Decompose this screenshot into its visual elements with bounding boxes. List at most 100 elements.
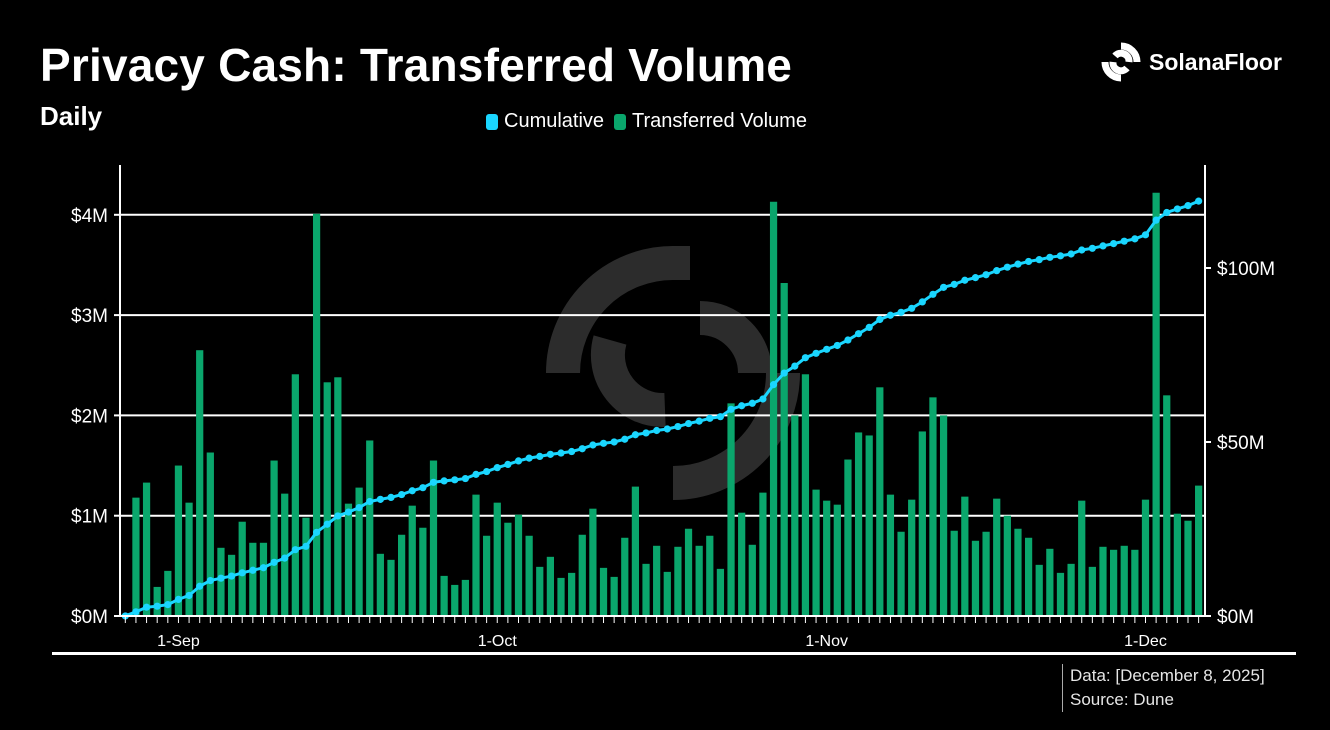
volume-bar — [132, 497, 140, 616]
cumulative-point — [621, 435, 629, 443]
cumulative-point — [982, 271, 990, 279]
volume-bar — [812, 489, 820, 616]
legend-label-cumulative: Cumulative — [504, 110, 605, 132]
cumulative-point — [1163, 208, 1171, 217]
cumulative-point — [238, 569, 246, 577]
volume-bar — [472, 494, 480, 616]
cumulative-point — [1195, 197, 1203, 205]
cumulative-point — [153, 602, 161, 610]
cumulative-point — [472, 470, 480, 478]
volume-bar — [918, 431, 926, 616]
cumulative-point — [376, 495, 384, 503]
brand-logo-text: SolanaFloor — [1149, 48, 1282, 75]
volume-bar — [1120, 545, 1128, 616]
volume-bar — [483, 535, 491, 616]
cumulative-point — [823, 345, 831, 353]
cumulative-point — [610, 438, 618, 446]
volume-bar — [1184, 520, 1192, 616]
cumulative-point — [716, 413, 725, 421]
left-axis-tick-label: $4M — [71, 206, 108, 227]
cumulative-point — [568, 447, 576, 456]
cumulative-point — [1141, 231, 1150, 239]
volume-bar — [206, 452, 214, 616]
volume-bar — [185, 502, 193, 616]
left-axis-tick-label: $1M — [71, 507, 108, 528]
cumulative-point — [748, 399, 756, 407]
cumulative-point — [1067, 250, 1075, 258]
cumulative-point — [1152, 216, 1160, 224]
cumulative-point — [993, 267, 1001, 275]
volume-bar — [270, 460, 278, 616]
right-axis-tick-label: $50M — [1217, 433, 1265, 454]
right-axis-tick-label: $0M — [1217, 607, 1254, 628]
cumulative-point — [738, 402, 746, 410]
volume-bar — [1131, 549, 1139, 616]
cumulative-point — [727, 405, 735, 413]
volume-bar — [419, 527, 427, 616]
cumulative-point — [1078, 246, 1086, 254]
volume-bar — [939, 415, 948, 616]
volume-bar — [801, 374, 810, 616]
cumulative-point — [908, 304, 916, 312]
legend-swatch-cumulative — [486, 113, 498, 130]
volume-bar — [451, 584, 459, 616]
cumulative-point — [854, 330, 863, 338]
volume-bar — [493, 502, 501, 616]
volume-bar — [1141, 499, 1150, 616]
legend-swatch-transferred-volume — [614, 113, 627, 130]
cumulative-point — [642, 429, 650, 437]
cumulative-point — [759, 395, 767, 403]
volume-bar — [971, 540, 980, 616]
cumulative-point — [312, 528, 321, 536]
volume-bar — [1056, 572, 1065, 616]
volume-bar — [823, 500, 831, 616]
volume-bar — [536, 566, 544, 616]
x-axis-tick-label: 1-Sep — [157, 633, 200, 650]
cumulative-point — [355, 503, 363, 512]
cumulative-point — [1014, 260, 1022, 268]
volume-bar — [1067, 563, 1075, 616]
cumulative-point — [525, 454, 533, 462]
volume-bar — [1109, 549, 1118, 616]
cumulative-point — [185, 591, 193, 600]
cumulative-point — [684, 419, 693, 428]
volume-bar — [865, 435, 873, 616]
cumulative-point — [249, 566, 257, 574]
volume-bar — [525, 535, 533, 616]
cumulative-point — [217, 574, 225, 582]
cumulative-point — [291, 546, 299, 554]
volume-bar — [663, 571, 671, 616]
cumulative-point — [918, 298, 926, 306]
volume-bar — [748, 544, 756, 616]
chart-legend: Cumulative Transferred Volume — [486, 110, 817, 133]
volume-bar — [142, 482, 151, 616]
volume-bar — [323, 382, 331, 616]
cumulative-point — [398, 490, 406, 499]
cumulative-point — [1120, 237, 1128, 245]
volume-bar — [982, 531, 990, 616]
chart-subtitle: Daily — [40, 101, 103, 131]
volume-bar — [653, 545, 661, 616]
cumulative-point — [132, 608, 140, 616]
volume-bar — [461, 579, 469, 616]
volume-bar — [854, 432, 863, 616]
cumulative-point — [631, 431, 640, 439]
cumulative-point — [461, 474, 469, 483]
volume-bar — [1195, 485, 1203, 616]
volume-bar — [706, 535, 714, 616]
volume-bar — [961, 496, 969, 616]
volume-bar — [993, 498, 1001, 616]
cumulative-point — [1035, 256, 1043, 264]
cumulative-point — [833, 341, 841, 350]
volume-bar — [227, 554, 236, 616]
volume-bar — [908, 499, 916, 616]
volume-bar — [578, 534, 586, 616]
volume-bar — [716, 568, 725, 616]
volume-bar — [1035, 564, 1043, 616]
brand-logo: SolanaFloor — [1099, 40, 1282, 84]
volume-bar — [1152, 192, 1160, 616]
cumulative-point — [674, 422, 682, 431]
cumulative-point — [440, 477, 448, 485]
cumulative-point — [302, 542, 310, 550]
volume-bar — [568, 572, 576, 616]
